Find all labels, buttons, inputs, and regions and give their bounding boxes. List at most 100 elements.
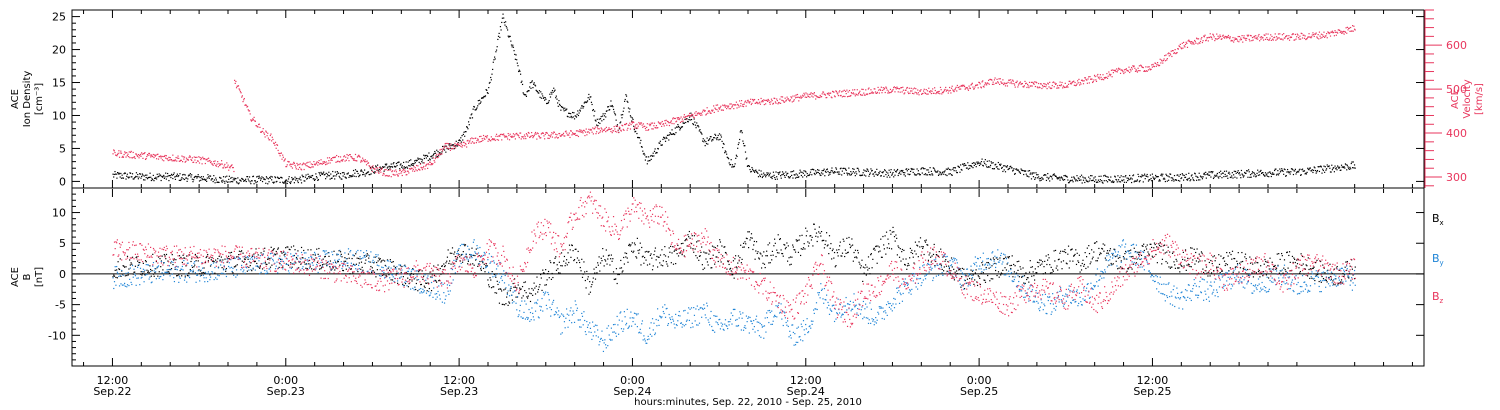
velocity-point xyxy=(464,142,466,145)
velocity-point xyxy=(911,92,914,94)
ion-density-point xyxy=(868,175,870,177)
velocity-point xyxy=(517,134,519,136)
velocity-point xyxy=(1335,31,1337,33)
velocity-point xyxy=(262,128,264,130)
velocity-point xyxy=(122,156,125,158)
b-bx-point xyxy=(616,282,618,285)
ion-density-point xyxy=(1210,176,1212,178)
b-bx-point xyxy=(475,259,477,261)
ion-density-point xyxy=(1139,180,1141,182)
ion-density-point xyxy=(687,121,689,123)
ion-density-point xyxy=(180,179,182,182)
ion-density-point xyxy=(1277,170,1279,172)
ion-density-point xyxy=(1279,171,1282,173)
ion-density-point xyxy=(505,21,507,23)
ion-density-point xyxy=(622,110,624,112)
ion-density-point xyxy=(1078,178,1080,180)
velocity-point xyxy=(856,94,858,96)
ion-density-point xyxy=(540,91,542,93)
ion-density-point xyxy=(1041,178,1044,180)
velocity-point xyxy=(1098,76,1100,78)
b-bx-point xyxy=(120,275,122,278)
ion-density-point xyxy=(649,155,652,157)
velocity-point xyxy=(319,162,321,165)
ion-density-point xyxy=(394,166,396,168)
b-bx-point xyxy=(531,287,533,290)
velocity-point xyxy=(453,146,455,148)
b-bx-point xyxy=(229,252,231,254)
ion-density-point xyxy=(588,93,590,96)
velocity-point xyxy=(1146,70,1148,72)
velocity-point xyxy=(850,92,853,94)
ion-density-point xyxy=(1293,170,1295,172)
ion-density-point xyxy=(878,172,880,174)
ion-density-point xyxy=(1030,172,1032,174)
velocity-point xyxy=(286,164,288,166)
ion-density-point xyxy=(631,117,633,119)
ion-density-point xyxy=(553,87,555,89)
velocity-point xyxy=(891,90,893,92)
ion-density-point xyxy=(404,167,406,169)
velocity-point xyxy=(654,126,656,129)
ion-density-point xyxy=(785,171,787,173)
b-bx-point xyxy=(398,268,400,270)
ion-density-point xyxy=(1042,178,1044,180)
ion-density-point xyxy=(341,178,343,180)
ion-density-point xyxy=(330,177,333,180)
b-bx-point xyxy=(717,260,719,263)
velocity-point xyxy=(488,138,490,140)
ion-density-point xyxy=(365,173,367,175)
b-bx-point xyxy=(467,260,469,262)
ion-density-point xyxy=(1270,172,1272,174)
velocity-point xyxy=(338,161,340,163)
velocity-point xyxy=(738,106,740,108)
ion-density-point xyxy=(908,168,910,170)
b-bx-point xyxy=(230,251,233,254)
b-bx-point xyxy=(244,258,246,261)
ion-density-point xyxy=(433,152,435,155)
ion-density-point xyxy=(1115,178,1117,181)
velocity-point xyxy=(624,124,626,126)
ion-density-point xyxy=(175,175,177,178)
velocity-point xyxy=(623,123,626,126)
b-bx-point xyxy=(716,256,718,258)
ion-density-point xyxy=(289,182,292,185)
ion-density-point xyxy=(328,171,330,173)
b-bx-point xyxy=(162,269,164,271)
velocity-point xyxy=(1010,81,1012,83)
ion-density-point xyxy=(168,175,171,177)
velocity-point xyxy=(975,84,977,86)
velocity-point xyxy=(714,107,716,109)
ion-density-point xyxy=(837,173,840,175)
b-bx-point xyxy=(286,246,288,248)
ion-density-point xyxy=(284,180,286,182)
velocity-point xyxy=(601,128,603,130)
ion-density-point xyxy=(855,171,857,173)
velocity-point xyxy=(731,106,733,108)
velocity-point xyxy=(1155,62,1157,65)
b-bx-point xyxy=(679,252,681,254)
ion-density-point xyxy=(378,171,380,173)
b-bx-point xyxy=(220,256,222,258)
b-bx-point xyxy=(489,277,491,279)
velocity-point xyxy=(553,131,555,133)
velocity-point xyxy=(417,165,419,167)
velocity-point xyxy=(955,86,957,88)
b-bx-point xyxy=(134,271,136,273)
velocity-point xyxy=(1050,87,1052,90)
velocity-point xyxy=(414,170,416,172)
velocity-point xyxy=(1249,40,1251,42)
velocity-point xyxy=(1151,66,1153,68)
ion-density-point xyxy=(284,181,286,183)
velocity-point xyxy=(481,138,483,140)
ion-density-point xyxy=(341,172,344,174)
ion-density-point xyxy=(971,162,973,165)
b-bx-point xyxy=(404,282,407,285)
ion-density-point xyxy=(878,172,880,174)
ion-density-point xyxy=(872,173,874,175)
velocity-point xyxy=(1149,68,1151,70)
ion-density-point xyxy=(956,171,958,174)
ion-density-point xyxy=(733,166,735,168)
velocity-point xyxy=(460,143,463,145)
b-bx-point xyxy=(435,280,437,282)
